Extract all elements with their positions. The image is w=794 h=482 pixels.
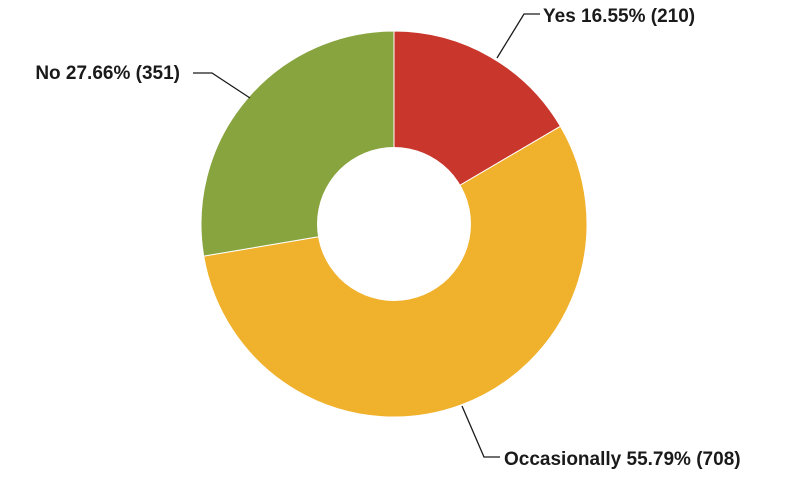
leader-lines bbox=[193, 13, 540, 458]
donut-hole bbox=[317, 147, 471, 301]
donut-hole-circle bbox=[317, 147, 471, 301]
leader-line-no bbox=[193, 72, 251, 99]
slice-labels: Yes 16.55% (210) Occasionally 55.79% (708… bbox=[35, 6, 740, 470]
slice-label-yes: Yes 16.55% (210) bbox=[543, 6, 695, 27]
slice-label-no: No 27.66% (351) bbox=[35, 63, 180, 84]
leader-line-yes bbox=[496, 13, 540, 59]
slice-label-occasionally: Occasionally 55.79% (708) bbox=[504, 449, 741, 470]
leader-line-occasionally bbox=[461, 405, 500, 458]
